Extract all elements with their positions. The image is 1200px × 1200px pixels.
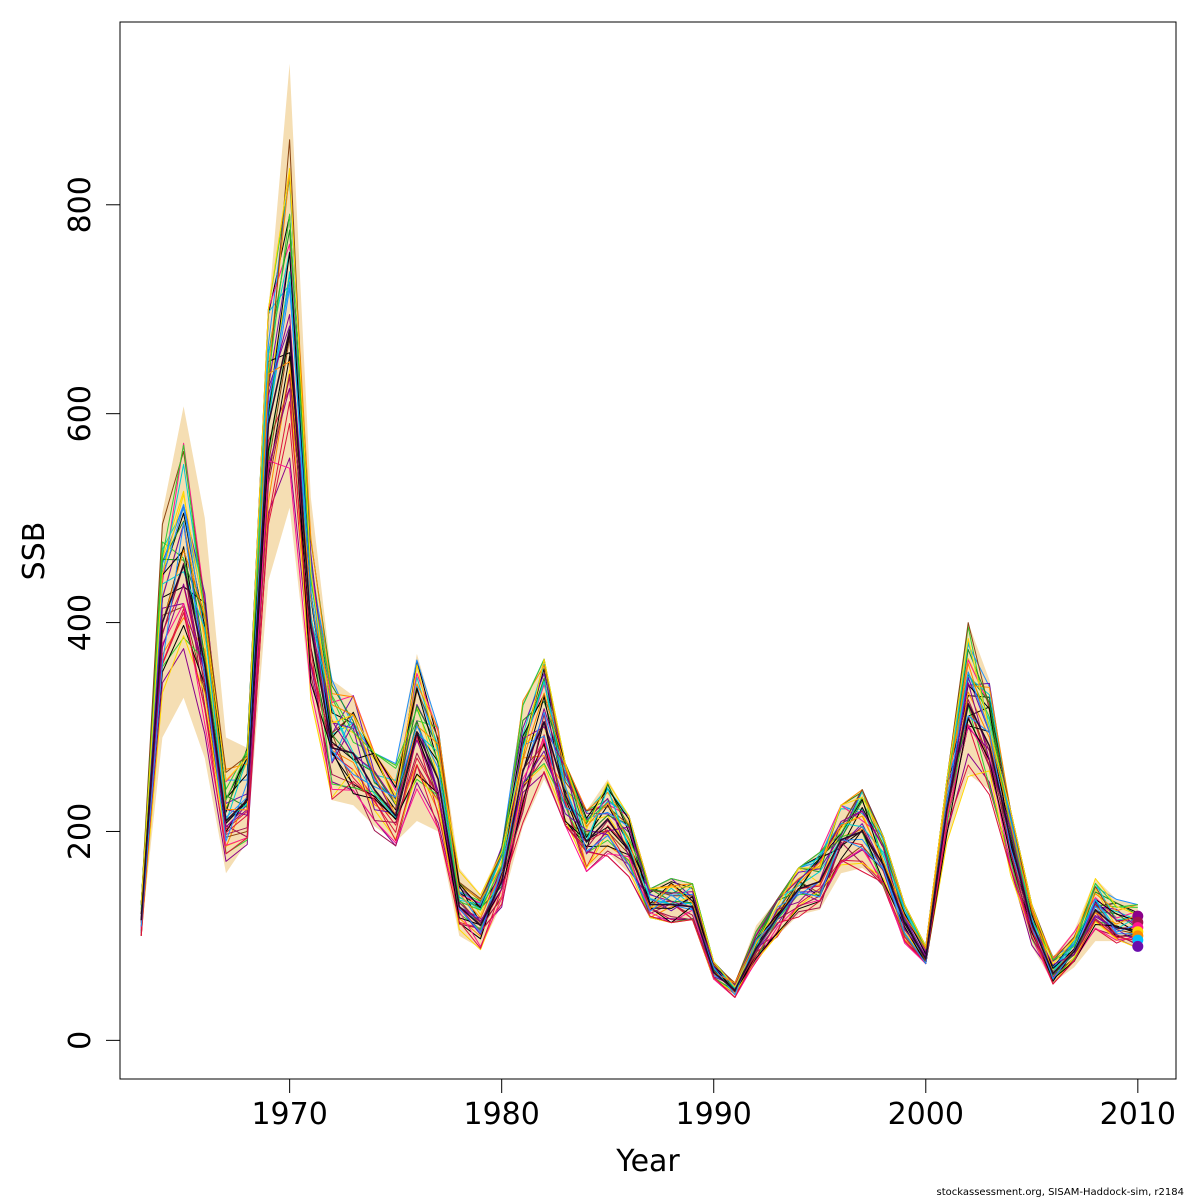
x-tick-label: 1980 xyxy=(464,1097,540,1132)
final-year-points xyxy=(1132,910,1144,952)
y-tick-label: 400 xyxy=(63,594,98,651)
y-axis: 0 200 400 600 800 xyxy=(63,176,120,1050)
x-tick-label: 1990 xyxy=(676,1097,752,1132)
y-axis-title: SSB xyxy=(17,522,52,581)
y-tick-label: 800 xyxy=(63,176,98,233)
x-axis-title: Year xyxy=(615,1144,680,1179)
simulation-run-line xyxy=(140,369,1138,994)
final-year-point xyxy=(1132,940,1144,952)
plot-frame xyxy=(119,21,1177,1080)
simulation-run-line xyxy=(140,355,1138,992)
simulation-run-line xyxy=(140,325,1139,987)
simulation-run-line xyxy=(140,167,1138,988)
y-tick-label: 0 xyxy=(63,1031,98,1050)
footer-source: stockassessment.org, SISAM-Haddock-sim, … xyxy=(936,1187,1185,1198)
simulation-run-line xyxy=(140,401,1138,998)
x-tick-label: 2000 xyxy=(888,1097,964,1132)
simulation-run-line xyxy=(140,213,1138,987)
median-line xyxy=(140,329,1138,991)
x-tick-label: 1970 xyxy=(251,1097,327,1132)
y-tick-label: 200 xyxy=(63,803,98,860)
confidence-band-area xyxy=(141,63,1138,997)
simulation-run-line xyxy=(140,281,1138,996)
x-tick-label: 2010 xyxy=(1100,1097,1176,1132)
confidence-band xyxy=(141,63,1138,997)
x-axis: 1970 1980 1990 2000 2010 xyxy=(251,1079,1176,1132)
y-tick-label: 600 xyxy=(63,385,98,442)
simulation-run-line xyxy=(140,361,1138,984)
simulation-lines xyxy=(140,139,1139,998)
